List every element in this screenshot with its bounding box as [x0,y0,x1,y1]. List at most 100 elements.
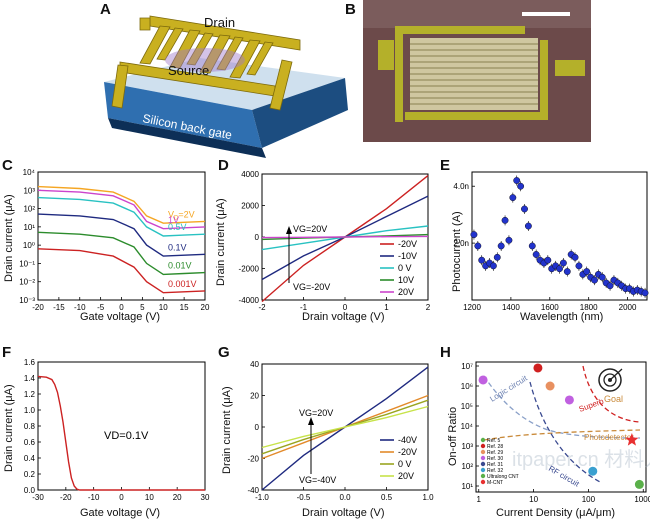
x-tick-label: -15 [53,303,65,312]
y-tick-label: 10⁻¹ [19,259,35,268]
series-line-20V [261,405,429,449]
data-point [501,216,509,224]
panel-c: C Drain current (μA) Gate voltage (V) -2… [2,157,210,323]
panel-h-xticks: 1 10 100 1000 [477,489,650,504]
panel-g-xticks: -1.0 -0.5 0.0 0.5 1.0 [255,487,434,502]
series-line [37,375,205,491]
panel-d-xlabel: Drain voltage (V) [302,311,385,323]
x-tick-label: -0.5 [297,493,311,502]
legend-marker [480,473,486,479]
interdigitated-electrodes [111,15,301,111]
panel-c-series [37,185,206,294]
silicon-gate-side [252,78,348,148]
panel-d-arrow-bottom: VG=-20V [293,282,330,292]
source-label: Source [168,63,209,78]
panel-e-xticks: 1200 1400 1600 1800 2000 [463,297,637,312]
panel-h-yticks: 10¹ 10² 10³ 10⁴ 10⁵ 10⁶ 10⁷ [461,362,479,491]
series-line-0.1V [37,213,206,257]
panel-d-arrowhead [286,226,292,234]
y-tick-label: 10¹ [461,482,473,491]
y-tick-label: 1.4 [24,374,36,383]
data-point-m-cnt-star [625,433,639,446]
y-tick-label: 10⁶ [461,382,473,391]
data-point [544,256,552,264]
data-point [559,259,567,267]
y-tick-label: 10⁷ [461,362,473,371]
series-label-0.01V: 0.01V [168,261,192,271]
y-tick-label: 4.0n [453,182,469,191]
x-tick-label: 10 [159,303,168,312]
series-line-20V [261,235,429,239]
y-tick-label: 20 [250,392,259,401]
y-tick-label: 0.0 [24,486,36,495]
series-line-1V [37,189,206,230]
x-tick-label: -1 [300,303,308,312]
panel-label-f: F [2,344,11,361]
x-tick-label: 1800 [580,303,598,312]
data-point [583,268,591,276]
y-tick-label: 2.0n [453,239,469,248]
series-line-0.5V [37,196,206,237]
data-point [509,194,517,202]
data-point [474,242,482,250]
panel-g-series [261,366,429,491]
target-icon [598,368,623,392]
x-tick-label: 0 [343,303,348,312]
panel-h-points [478,363,644,489]
x-tick-label: -10 [88,493,100,502]
panel-label-g: G [218,344,230,361]
panel-label-c: C [2,157,13,174]
panel-g-arrowhead [308,417,314,425]
y-tick-label: 10² [461,462,473,471]
legend-label: 10V [398,275,414,285]
legend-marker [480,437,486,443]
x-tick-label: 0.5 [381,493,393,502]
data-point [489,262,497,270]
panel-d-legend: -20V -10V 0 V 10V 20V [380,239,417,297]
series-label-0.1V: 0.1V [168,242,187,252]
legend-marker [480,467,486,473]
panel-d-ylabel: Drain current (μA) [215,198,227,286]
panel-h-ylabel: On-off Ratio [447,407,459,466]
photodetector-label: Photodetector [584,433,634,442]
y-tick-label: 2000 [241,202,259,211]
legend-label: Ref. 29 [487,450,503,456]
data-point-ref-31 [588,466,598,476]
panel-f: F Drain current (μA) Gate voltage (V) -3… [2,344,210,519]
panel-d: D Drain current (μA) Drain voltage (V) -… [215,157,431,323]
y-tick-label: 10³ [23,186,35,195]
panel-a: A Silicon back gate Drain Source [100,1,348,158]
series-label-rest: =2V [178,209,194,219]
panel-label-h: H [440,344,451,361]
x-tick-label: 1600 [541,303,559,312]
x-tick-label: -1.0 [255,493,269,502]
y-tick-label: 10⁰ [23,241,35,250]
series-label-0.5V: 0.5V [168,222,187,232]
data-point [528,242,536,250]
legend-label: -20V [398,447,417,457]
panel-c-yticks: 10⁻³ 10⁻² 10⁻¹ 10⁰ 10¹ 10² 10³ 10⁴ [19,168,41,305]
panel-f-xlabel: Gate voltage (V) [80,507,160,519]
y-tick-label: 10⁴ [23,168,36,177]
data-point [497,242,505,250]
legend-label: -10V [398,251,417,261]
panel-label-b: B [345,1,356,18]
legend-marker [480,455,486,461]
panel-b: B [345,0,591,142]
legend-label: Ref. 28 [487,444,503,450]
y-tick-label: 1.2 [24,390,36,399]
y-tick-label: 10⁻² [19,278,35,287]
x-tick-label: 1200 [463,303,481,312]
y-tick-label: -2000 [239,265,260,274]
x-tick-label: 10 [529,495,538,504]
panel-e-xlabel: Wavelength (nm) [520,311,603,323]
legend-label: M-CNT [487,480,503,486]
data-point [470,231,478,239]
data-point [556,265,563,273]
panel-e-yticks: 2.0n 4.0n [453,182,475,248]
superb-curve [582,365,641,423]
series-line-VD=2V [37,185,206,224]
panel-g-xlabel: Drain voltage (V) [302,507,385,519]
y-tick-label: -20 [247,455,259,464]
series-label-1V: 1V [168,215,179,225]
